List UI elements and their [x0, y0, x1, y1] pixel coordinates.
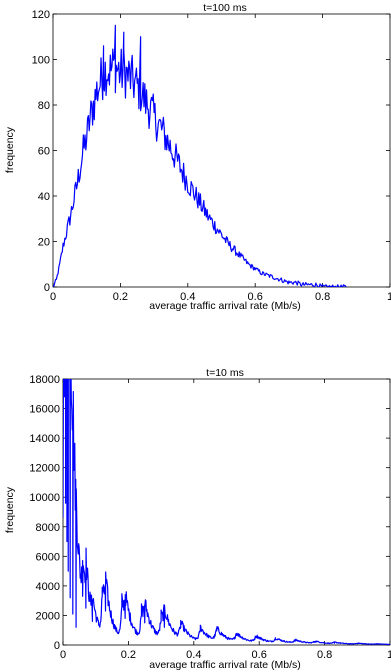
x-tick-label: 0.8: [317, 649, 332, 661]
chart-title: t=100 ms: [203, 2, 246, 14]
y-tick-label: 4000: [36, 581, 60, 593]
series-line: [53, 24, 347, 287]
x-tick-label: 0.8: [315, 291, 330, 303]
y-tick-label: 0: [54, 640, 60, 652]
y-axis-label: frequency: [4, 126, 16, 173]
plot-frame: [62, 378, 391, 646]
x-tick-label: 0: [60, 649, 66, 661]
y-tick-label: 2000: [36, 610, 60, 622]
x-tick-label: 1: [387, 291, 391, 303]
x-axis-label: average traffic arrival rate (Mb/s): [149, 659, 301, 671]
y-tick-label: 8000: [36, 522, 60, 534]
x-axis-label: average traffic arrival rate (Mb/s): [149, 300, 301, 312]
y-tick-label: 12000: [29, 463, 60, 475]
x-tick-label: 0.4: [180, 291, 195, 303]
y-tick-label: 100: [32, 55, 50, 67]
x-tick-label: 0: [50, 291, 56, 303]
y-tick-label: 6000: [36, 551, 60, 563]
y-tick-label: 40: [38, 191, 50, 203]
plot-area: 0 0.2 0.4 0.6 0.8 1 0 2000 4000 6000 8000 10000 1200…: [29, 374, 391, 661]
x-tick-label: 0.6: [252, 649, 267, 661]
y-tick-label: 18000: [29, 374, 60, 386]
y-tick-label: 16000: [29, 404, 60, 416]
chart-bottom-panel: t=10 ms frequency average traffic arriva…: [4, 367, 391, 671]
chart-title: t=10 ms: [206, 367, 244, 379]
y-tick-label: 14000: [29, 433, 60, 445]
y-tick-label: 0: [44, 282, 50, 294]
x-tick-label: 0.2: [121, 649, 136, 661]
x-tick-label: 0.6: [248, 291, 263, 303]
y-tick-label: 10000: [29, 492, 60, 504]
x-tick-label: 0.2: [113, 291, 128, 303]
y-tick-label: 60: [38, 146, 50, 158]
x-tick-label: 1: [387, 649, 391, 661]
series-line: [63, 379, 390, 645]
y-tick-label: 120: [32, 9, 50, 21]
x-tick-label: 0.4: [186, 649, 201, 661]
y-tick-label: 20: [38, 237, 50, 249]
chart-top-panel: t=100 ms frequency average traffic arriv…: [4, 2, 391, 312]
plot-area: 0 0.2 0.4 0.6 0.8 1 0 20 40 60 80 100 120: [32, 9, 391, 303]
y-axis-label: frequency: [4, 486, 16, 533]
y-tick-label: 80: [38, 100, 50, 112]
